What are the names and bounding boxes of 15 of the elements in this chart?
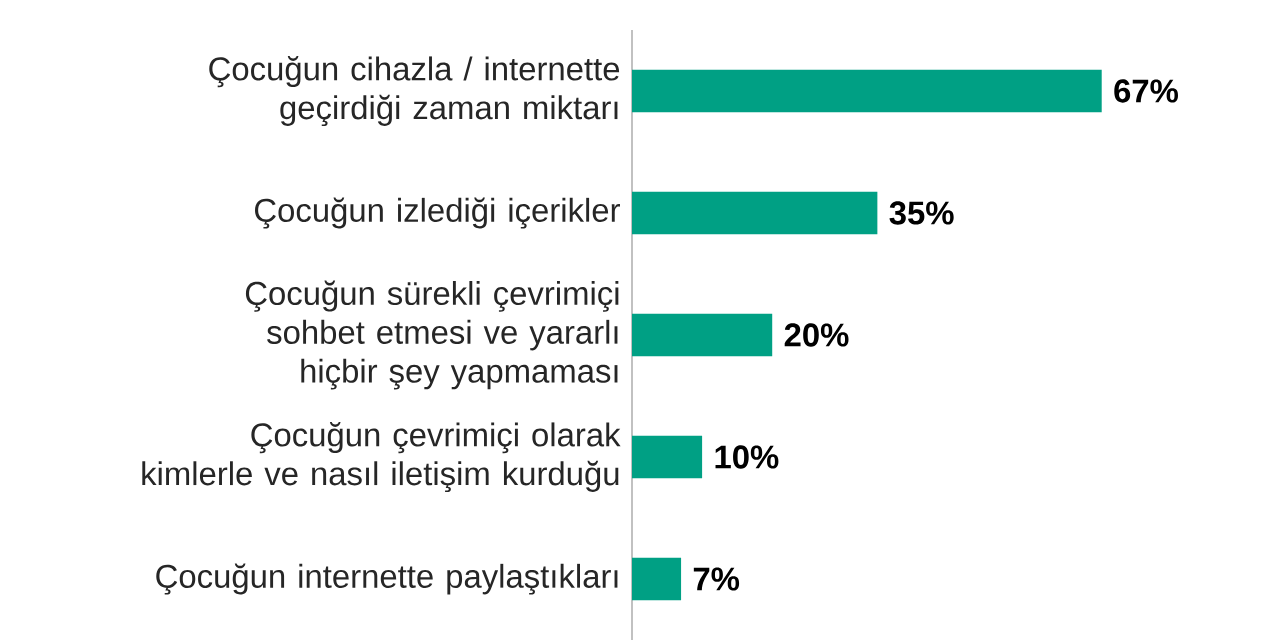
y-tick-label: Çocuğun çevrimiçi olarak kimlerle ve nasıl iletişim kurduğu — [142, 421, 621, 493]
data-label: 35% — [889, 201, 954, 225]
y-tick-label: Çocuğun cihazla / internette geçirdiği zaman miktarı — [209, 55, 620, 127]
data-label: 10% — [715, 445, 779, 469]
bar — [632, 557, 682, 601]
bar — [632, 435, 703, 479]
data-label: 7% — [693, 567, 740, 591]
data-label: 20% — [784, 323, 849, 347]
bar — [632, 69, 1102, 113]
data-label: 67% — [1114, 79, 1178, 103]
y-tick-label: Çocuğun sürekli çevrimiçi sohbet etmesi ve yararlı hiçbir şey yapmaması — [245, 280, 619, 390]
bar — [632, 313, 773, 357]
y-tick-label: Çocuğun izlediği içerikler — [255, 197, 620, 229]
y-tick-label: Çocuğun internette paylaştıkları — [156, 563, 618, 595]
bar — [632, 191, 878, 235]
